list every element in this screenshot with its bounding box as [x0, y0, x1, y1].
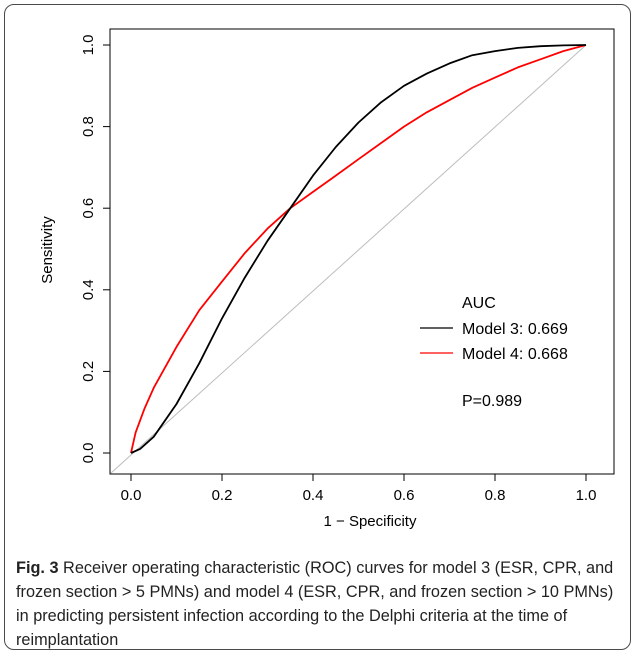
figure-caption: Fig. 3 Receiver operating characteristic…: [16, 556, 621, 652]
x-tick-label: 1.0: [576, 487, 597, 504]
roc-chart: 0.0 0.2 0.4 0.6 0.8 1.0 0.0 0.2 0.4 0.6 0.8 1.0 1 …: [39, 28, 615, 530]
legend-entry-model-4: Model 4: 0.668: [462, 346, 568, 363]
x-tick-label: 0.2: [212, 487, 233, 504]
figure-frame: [4, 4, 631, 650]
y-tick-label: 0.4: [80, 279, 97, 300]
x-tick-label: 0.4: [303, 487, 324, 504]
x-tick-label: 0.0: [121, 487, 142, 504]
plot-box: [109, 28, 615, 475]
series-line-model-4: [130, 44, 587, 454]
y-axis-label: Sensitivity: [39, 216, 56, 284]
x-tick-label: 0.6: [394, 487, 415, 504]
y-tick-label: 0.2: [80, 361, 97, 382]
x-axis: 0.0 0.2 0.4 0.6 0.8 1.0: [121, 473, 597, 504]
reference-diagonal-line: [110, 44, 587, 474]
y-tick-label: 0.6: [80, 198, 97, 219]
legend-entry-model-3: Model 3: 0.669: [462, 321, 568, 338]
p-value-annotation: P=0.989: [462, 393, 522, 410]
x-axis-label: 1 − Specificity: [324, 513, 417, 530]
y-tick-label: 0.8: [80, 116, 97, 137]
y-tick-label: 0.0: [80, 443, 97, 464]
caption-text: Receiver operating characteristic (ROC) …: [16, 559, 614, 649]
series-line-model-3: [130, 44, 587, 454]
legend: AUC Model 3: 0.669 Model 4: 0.668 P=0.98…: [420, 295, 568, 410]
x-tick-label: 0.8: [485, 487, 506, 504]
figure-label: Fig. 3: [16, 559, 59, 577]
series-layer: [110, 44, 587, 474]
y-axis: 0.0 0.2 0.4 0.6 0.8 1.0: [80, 35, 111, 464]
legend-title: AUC: [462, 295, 496, 312]
y-tick-label: 1.0: [80, 35, 97, 56]
